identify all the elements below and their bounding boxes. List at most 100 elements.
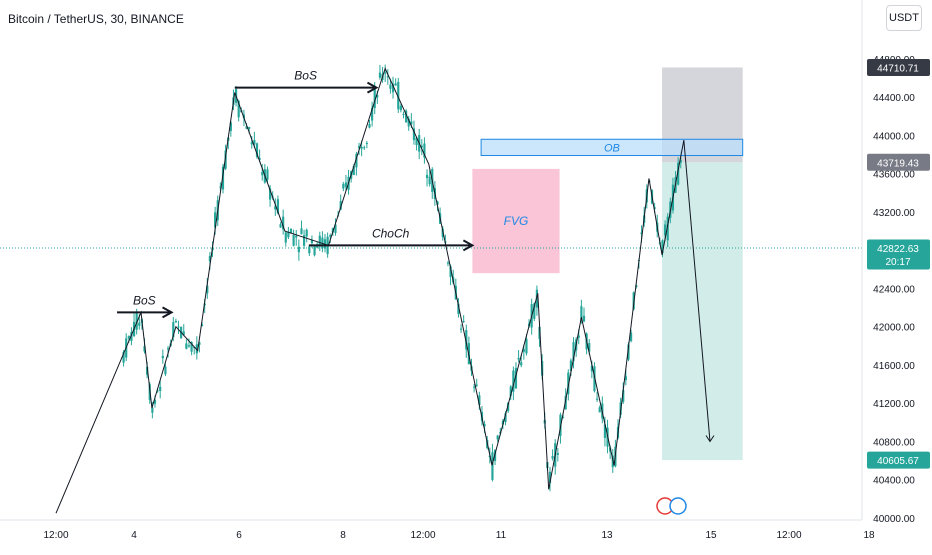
candle-body bbox=[368, 124, 371, 128]
candle-body bbox=[200, 324, 204, 327]
candle-body bbox=[436, 201, 439, 205]
candle-body bbox=[399, 105, 402, 111]
candle-body bbox=[389, 84, 392, 89]
candle-body bbox=[572, 342, 575, 362]
candle-body bbox=[624, 376, 627, 381]
candle-body bbox=[428, 176, 431, 185]
candle-body bbox=[305, 229, 308, 237]
candle-body bbox=[284, 232, 287, 243]
candle-body bbox=[569, 360, 573, 371]
structure-arrowhead bbox=[366, 81, 379, 94]
candle-body bbox=[410, 121, 413, 125]
candle-body bbox=[465, 330, 468, 350]
candle-body bbox=[423, 143, 426, 158]
stop-price-label-bg bbox=[867, 451, 930, 469]
candle-body bbox=[653, 207, 656, 209]
candle-body bbox=[274, 206, 277, 210]
candle-body bbox=[582, 315, 586, 322]
current-price-label-bg bbox=[867, 239, 930, 270]
candle-body bbox=[365, 142, 368, 144]
candle-body bbox=[182, 331, 185, 335]
candle-body bbox=[166, 348, 170, 350]
structure-label-choch: ChoCh bbox=[372, 226, 410, 240]
candle-body bbox=[384, 72, 387, 74]
candle-body bbox=[206, 285, 209, 294]
price-tick-label: 44000.00 bbox=[873, 131, 915, 142]
candle-body bbox=[556, 452, 559, 455]
fvg-label: FVG bbox=[504, 214, 529, 228]
candle-body bbox=[258, 157, 261, 160]
candle-body bbox=[318, 235, 321, 247]
candle-body bbox=[449, 266, 452, 278]
stop-price-label: 40605.67 bbox=[877, 456, 919, 467]
candle-body bbox=[295, 235, 298, 238]
currency-button[interactable]: USDT bbox=[886, 5, 922, 31]
candle-body bbox=[334, 224, 337, 233]
candle-body bbox=[193, 347, 196, 349]
candle-body bbox=[250, 142, 253, 145]
candle-body bbox=[302, 235, 306, 246]
candle-body bbox=[287, 231, 290, 238]
candle-body bbox=[143, 346, 146, 352]
structure-label-bos: BoS bbox=[133, 293, 156, 307]
candle-body bbox=[412, 128, 416, 141]
candle-body bbox=[237, 100, 240, 118]
candle-body bbox=[520, 362, 523, 366]
price-tick-label: 41600.00 bbox=[873, 361, 915, 372]
candle-body bbox=[266, 169, 269, 180]
target-price-label: 44710.71 bbox=[877, 63, 919, 74]
candle-body bbox=[214, 212, 217, 228]
price-tick-label: 40000.00 bbox=[873, 514, 915, 525]
candle-body bbox=[292, 234, 295, 246]
candle-body bbox=[357, 146, 361, 148]
candle-body bbox=[407, 118, 410, 127]
candle-body bbox=[491, 452, 494, 480]
candle-body bbox=[420, 145, 423, 148]
candle-body bbox=[509, 386, 512, 396]
price-tick-label: 44400.00 bbox=[873, 93, 915, 104]
candle-body bbox=[159, 386, 162, 391]
candle-body bbox=[640, 232, 643, 235]
candle-body bbox=[310, 240, 314, 244]
time-tick-label: 11 bbox=[496, 530, 507, 541]
candle-body bbox=[229, 122, 232, 132]
candle-body bbox=[151, 407, 154, 413]
symbol-title: Bitcoin / TetherUS, 30, BINANCE bbox=[8, 12, 184, 26]
candle-body bbox=[255, 143, 259, 157]
candle-body bbox=[595, 398, 599, 400]
candle-body bbox=[577, 335, 580, 338]
ob-zone bbox=[480, 138, 744, 157]
candle-body bbox=[478, 395, 481, 405]
candle-body bbox=[279, 224, 282, 228]
candle-body bbox=[629, 332, 633, 342]
candle-body bbox=[342, 183, 345, 189]
candle-body bbox=[376, 95, 379, 98]
candle-body bbox=[363, 147, 366, 149]
candle-body bbox=[386, 76, 389, 78]
price-tick-label: 40400.00 bbox=[873, 476, 915, 487]
candle-body bbox=[245, 126, 248, 129]
candle-body bbox=[533, 303, 536, 319]
take-profit-zone bbox=[662, 162, 743, 461]
candle-body bbox=[276, 199, 280, 214]
candle-body bbox=[622, 390, 625, 402]
entry-price-label-bg bbox=[867, 153, 930, 171]
ob-label: OB bbox=[604, 142, 620, 154]
candle-body bbox=[504, 413, 507, 423]
candle-body bbox=[130, 332, 133, 341]
candle-body bbox=[138, 322, 141, 326]
candle-body bbox=[522, 349, 525, 352]
candle-body bbox=[352, 166, 355, 176]
candle-body bbox=[156, 390, 159, 392]
candle-body bbox=[415, 137, 418, 146]
price-tick-label: 42400.00 bbox=[873, 284, 915, 295]
candle-body bbox=[483, 424, 486, 427]
candle-body bbox=[394, 83, 397, 86]
time-tick-label: 12:00 bbox=[776, 530, 801, 541]
fvg-zone bbox=[472, 168, 560, 274]
candle-body bbox=[663, 224, 667, 236]
candle-body bbox=[195, 344, 198, 354]
candle-body bbox=[462, 321, 465, 323]
